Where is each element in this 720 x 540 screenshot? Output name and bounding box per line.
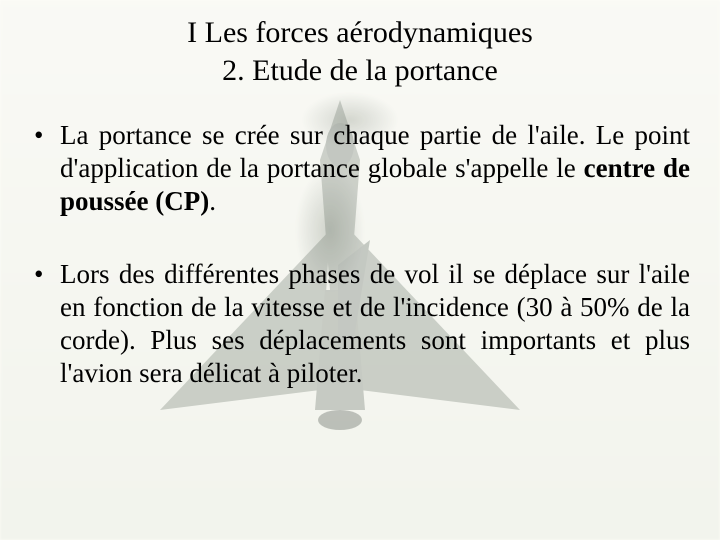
slide-title: I Les forces aérodynamiques 2. Etude de … — [30, 14, 690, 89]
bullet-text: . — [209, 186, 216, 216]
bullet-text: Lors des différentes phases de vol il se… — [60, 259, 690, 388]
bullet-item: La portance se crée sur chaque partie de… — [30, 119, 690, 218]
title-line-1: I Les forces aérodynamiques — [187, 16, 533, 49]
title-line-2: 2. Etude de la portance — [222, 54, 498, 87]
bullet-list: La portance se crée sur chaque partie de… — [30, 119, 690, 390]
bullet-item: Lors des différentes phases de vol il se… — [30, 258, 690, 390]
slide-content: I Les forces aérodynamiques 2. Etude de … — [0, 0, 720, 540]
